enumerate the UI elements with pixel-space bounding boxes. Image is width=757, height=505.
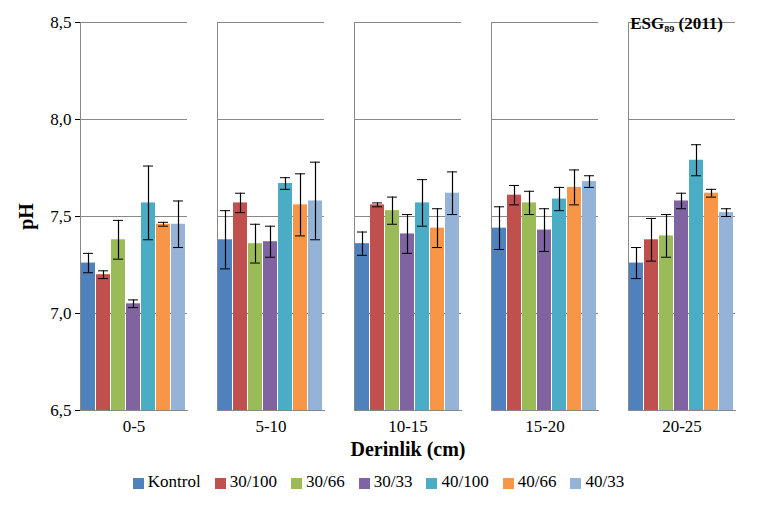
html-text:30/33: 30/33 xyxy=(373,472,413,491)
html-text:40/100: 40/100 xyxy=(441,472,489,491)
svg-text:6,5: 6,5 xyxy=(50,401,71,420)
svg-text:10-15: 10-15 xyxy=(388,417,428,436)
svg-text:Derinlik (cm): Derinlik (cm) xyxy=(351,438,466,461)
html-text:30/100: 30/100 xyxy=(229,472,277,491)
html-text:40/33: 40/33 xyxy=(585,472,625,491)
html-text:40/66: 40/66 xyxy=(517,472,557,491)
svg-text:pH: pH xyxy=(15,203,38,230)
html-text:Kontrol: Kontrol xyxy=(147,472,201,491)
svg-text:5-10: 5-10 xyxy=(255,417,286,436)
svg-text:15-20: 15-20 xyxy=(525,417,565,436)
svg-text:20-25: 20-25 xyxy=(662,417,702,436)
html-text:ESG₈₉ (2011): ESG₈₉ (2011) xyxy=(630,14,723,33)
svg-text:7,5: 7,5 xyxy=(50,207,71,226)
svg-text:0-5: 0-5 xyxy=(123,417,146,436)
svg-text:8,5: 8,5 xyxy=(50,13,71,32)
html-text:30/66: 30/66 xyxy=(306,472,345,491)
svg-text:8,0: 8,0 xyxy=(50,110,71,129)
svg-text:7,0: 7,0 xyxy=(50,304,71,323)
